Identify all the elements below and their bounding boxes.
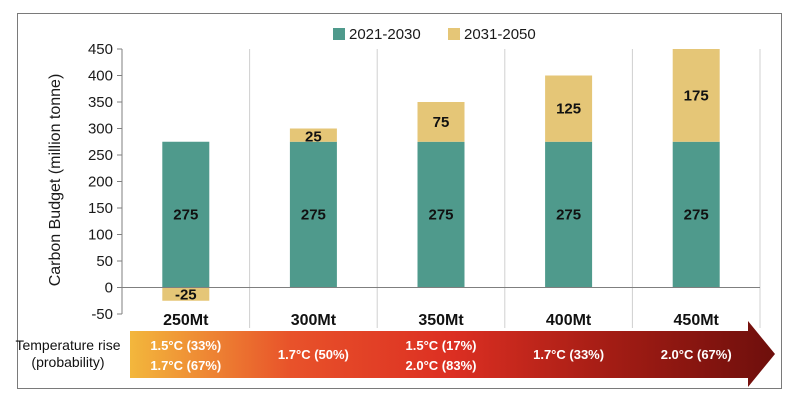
legend-label-2021-2030: 2021-2030 bbox=[349, 26, 421, 43]
data-label: 275 bbox=[173, 207, 198, 224]
y-tick-label: 300 bbox=[88, 121, 113, 138]
temperature-band: Temperature rise (probability) 1.5°C (33… bbox=[15, 321, 775, 387]
bar-segment-2031-2050 bbox=[672, 49, 720, 142]
temperature-labels: 1.5°C (33%) 1.7°C (67%) 1.7°C (50%) 1.5°C (… bbox=[150, 338, 731, 373]
category-label: 400Mt bbox=[546, 312, 592, 329]
legend-swatch-2031-2050 bbox=[448, 28, 460, 40]
category-label: 350Mt bbox=[418, 312, 464, 329]
bar-segment-2021-2030 bbox=[545, 141, 593, 288]
bars: 275 -25 275 25 275 75 275 125 275 175 bbox=[122, 49, 760, 304]
y-tick-label: 200 bbox=[88, 174, 113, 191]
bar-segment-2031-2050 bbox=[417, 102, 465, 142]
y-tick-label: 400 bbox=[88, 68, 113, 85]
x-axis-categories: 250Mt 300Mt 350Mt 400Mt 450Mt bbox=[163, 312, 719, 329]
category-label: 300Mt bbox=[291, 312, 337, 329]
y-tick-label: 250 bbox=[88, 147, 113, 164]
gridlines bbox=[249, 49, 761, 328]
band-label-line-1: Temperature rise bbox=[15, 337, 120, 353]
data-label: 25 bbox=[305, 129, 322, 146]
bar-segment-2021-2030 bbox=[672, 141, 720, 288]
bar-segment-2031-2050 bbox=[162, 287, 210, 301]
chart-frame bbox=[17, 13, 782, 389]
band-label-line-2: (probability) bbox=[31, 354, 104, 370]
legend-swatch-2021-2030 bbox=[333, 28, 345, 40]
y-tick-label: 0 bbox=[105, 280, 113, 297]
data-label: 175 bbox=[684, 87, 709, 104]
y-axis-label: Carbon Budget (million tonne) bbox=[47, 74, 64, 287]
data-label: 75 bbox=[433, 114, 450, 131]
temperature-arrow bbox=[130, 321, 775, 387]
category-label: 250Mt bbox=[163, 312, 209, 329]
y-axis: 450 400 350 300 250 200 150 100 50 0 -50 bbox=[88, 41, 123, 323]
temperature-label: 1.5°C (33%) bbox=[150, 338, 221, 353]
legend: 2021-2030 2031-2050 bbox=[333, 26, 536, 43]
bar-segment-2031-2050 bbox=[289, 128, 337, 142]
y-tick-label: 150 bbox=[88, 200, 113, 217]
bar-segment-2021-2030 bbox=[162, 141, 210, 288]
temperature-label: 1.7°C (67%) bbox=[150, 358, 221, 373]
bar-segment-2021-2030 bbox=[289, 141, 337, 288]
temperature-label: 1.5°C (17%) bbox=[406, 338, 477, 353]
data-label: 125 bbox=[556, 101, 581, 118]
bar-segment-2021-2030 bbox=[417, 141, 465, 288]
data-label: -25 bbox=[175, 287, 197, 304]
data-label: 275 bbox=[428, 207, 453, 224]
temperature-label: 2.0°C (67%) bbox=[661, 347, 732, 362]
y-tick-label: 100 bbox=[88, 227, 113, 244]
category-label: 450Mt bbox=[674, 312, 720, 329]
data-label: 275 bbox=[556, 207, 581, 224]
y-tick-label: -50 bbox=[91, 306, 113, 323]
temperature-label: 1.7°C (33%) bbox=[533, 347, 604, 362]
y-tick-label: 350 bbox=[88, 94, 113, 111]
data-label: 275 bbox=[684, 207, 709, 224]
y-tick-label: 450 bbox=[88, 41, 113, 58]
bar-segment-2031-2050 bbox=[545, 75, 593, 142]
legend-label-2031-2050: 2031-2050 bbox=[464, 26, 536, 43]
data-label: 275 bbox=[301, 207, 326, 224]
temperature-label: 1.7°C (50%) bbox=[278, 347, 349, 362]
y-tick-label: 50 bbox=[96, 253, 113, 270]
temperature-label: 2.0°C (83%) bbox=[406, 358, 477, 373]
